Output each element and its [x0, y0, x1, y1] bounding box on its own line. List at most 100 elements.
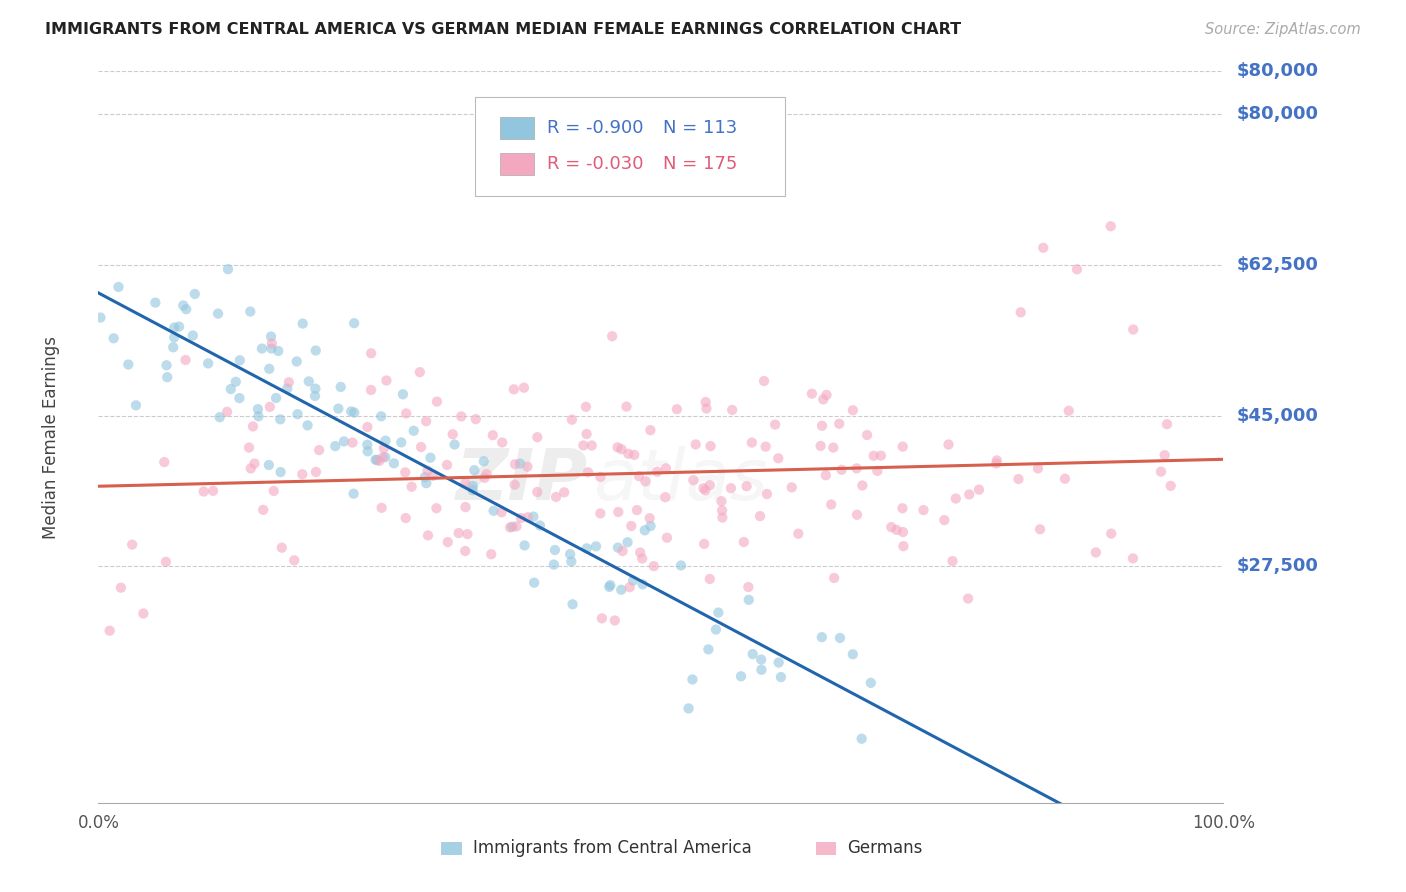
- Point: [643, 559, 665, 574]
- Point: [820, 498, 842, 512]
- Point: [589, 507, 612, 521]
- Point: [103, 331, 125, 345]
- Point: [941, 554, 963, 568]
- Point: [413, 470, 436, 484]
- Point: [516, 459, 538, 474]
- Point: [710, 494, 733, 508]
- Point: [665, 402, 688, 417]
- Point: [308, 443, 330, 458]
- Point: [329, 380, 352, 394]
- Point: [606, 440, 628, 454]
- Point: [699, 572, 721, 586]
- Point: [828, 417, 851, 431]
- Point: [499, 520, 522, 534]
- Point: [184, 287, 207, 301]
- Point: [283, 553, 305, 567]
- Point: [957, 487, 980, 501]
- Point: [553, 485, 575, 500]
- Point: [842, 403, 865, 417]
- Point: [678, 701, 700, 715]
- Point: [737, 580, 759, 594]
- Point: [343, 316, 366, 330]
- Point: [828, 631, 851, 645]
- Text: IMMIGRANTS FROM CENTRAL AMERICA VS GERMAN MEDIAN FEMALE EARNINGS CORRELATION CHA: IMMIGRANTS FROM CENTRAL AMERICA VS GERMA…: [45, 22, 962, 37]
- Point: [374, 450, 396, 465]
- Point: [252, 503, 274, 517]
- Point: [110, 581, 132, 595]
- Point: [395, 406, 418, 420]
- Point: [575, 400, 598, 414]
- Point: [454, 544, 477, 558]
- Point: [669, 558, 692, 573]
- Point: [450, 409, 472, 424]
- Point: [370, 500, 392, 515]
- Point: [575, 541, 598, 556]
- Point: [472, 454, 495, 468]
- Point: [464, 412, 486, 426]
- Point: [207, 307, 229, 321]
- Point: [692, 481, 714, 495]
- Point: [544, 543, 567, 558]
- Point: [357, 444, 380, 458]
- Point: [374, 434, 396, 448]
- Point: [862, 449, 884, 463]
- Point: [172, 298, 194, 312]
- Point: [846, 508, 869, 522]
- Point: [501, 520, 523, 534]
- Point: [409, 440, 432, 454]
- Point: [342, 486, 364, 500]
- Point: [163, 330, 186, 344]
- Point: [298, 375, 321, 389]
- Text: ZIP: ZIP: [456, 447, 588, 516]
- Point: [509, 457, 531, 471]
- Point: [228, 391, 250, 405]
- Point: [304, 382, 326, 396]
- Point: [1160, 479, 1182, 493]
- Point: [491, 435, 513, 450]
- Point: [1122, 322, 1144, 336]
- Point: [787, 526, 810, 541]
- Point: [751, 663, 773, 677]
- Point: [810, 439, 832, 453]
- Point: [1122, 551, 1144, 566]
- Point: [1066, 262, 1088, 277]
- Point: [749, 509, 772, 524]
- Point: [162, 340, 184, 354]
- Point: [697, 642, 720, 657]
- Point: [581, 438, 603, 452]
- FancyBboxPatch shape: [815, 841, 837, 855]
- Point: [181, 328, 204, 343]
- Point: [893, 539, 915, 553]
- Point: [285, 354, 308, 368]
- Point: [529, 518, 551, 533]
- Point: [654, 490, 676, 504]
- Point: [945, 491, 967, 506]
- Point: [711, 510, 734, 524]
- Point: [600, 329, 623, 343]
- Point: [250, 342, 273, 356]
- Point: [143, 295, 166, 310]
- Point: [607, 505, 630, 519]
- Point: [239, 304, 262, 318]
- Point: [845, 461, 868, 475]
- Point: [202, 483, 225, 498]
- Point: [167, 319, 190, 334]
- Point: [505, 519, 527, 533]
- Point: [416, 528, 439, 542]
- Point: [360, 383, 382, 397]
- Point: [612, 544, 634, 558]
- Text: $62,500: $62,500: [1237, 256, 1319, 274]
- Point: [454, 500, 477, 514]
- Point: [132, 607, 155, 621]
- Point: [368, 454, 391, 468]
- Point: [246, 402, 269, 417]
- Point: [394, 466, 416, 480]
- Point: [1032, 241, 1054, 255]
- Point: [257, 362, 280, 376]
- Point: [603, 614, 626, 628]
- Point: [426, 394, 449, 409]
- Point: [610, 442, 633, 457]
- Point: [859, 676, 882, 690]
- Point: [482, 428, 505, 442]
- Point: [475, 467, 498, 482]
